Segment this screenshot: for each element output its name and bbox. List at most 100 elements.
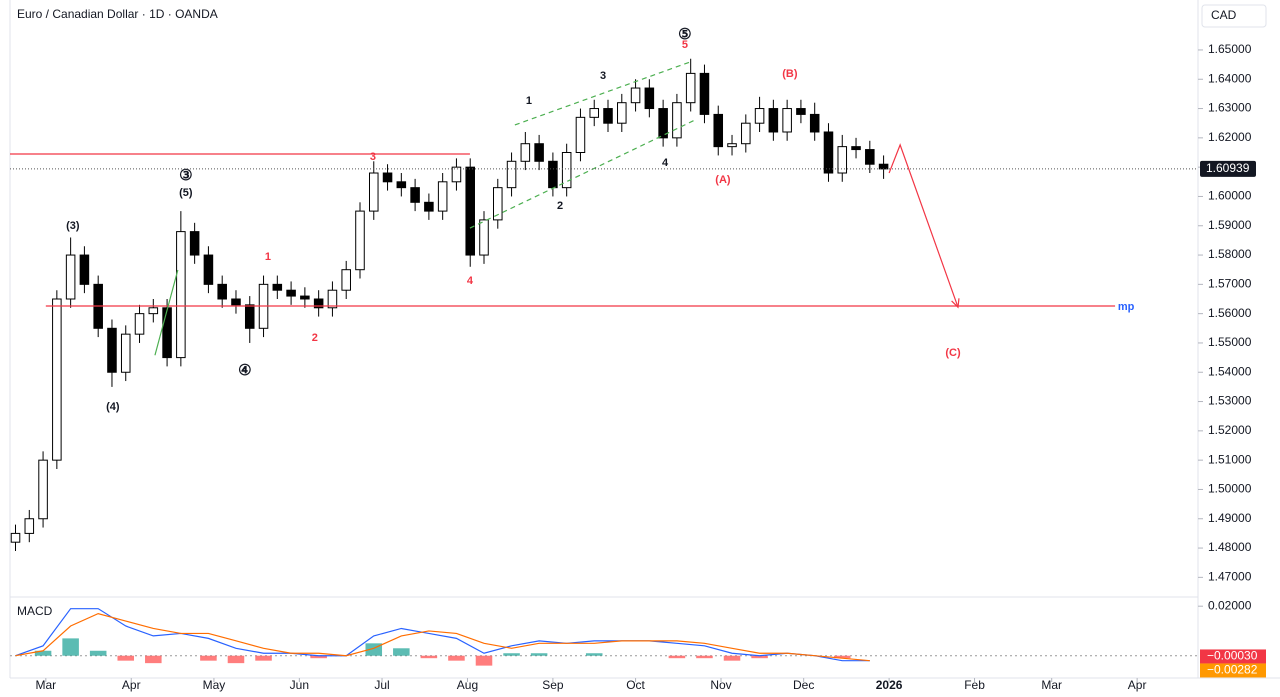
wave-label: (B) <box>782 68 798 80</box>
macd-histogram-bar <box>751 655 768 659</box>
candle-body <box>768 108 779 133</box>
currency[interactable]: CAD <box>1211 8 1237 22</box>
candle-body <box>368 172 379 212</box>
macd-signal-line <box>15 612 870 662</box>
candle-body <box>65 254 76 300</box>
candle-body <box>603 108 613 124</box>
candle-body <box>10 532 21 543</box>
macd-histogram-bar <box>310 655 327 659</box>
macd-histogram-bar <box>833 655 851 659</box>
candle-body <box>782 108 792 133</box>
candle-body <box>520 143 531 162</box>
arrow-head <box>951 298 960 309</box>
candle-body <box>437 181 448 212</box>
candle-body <box>451 166 462 183</box>
candle-body <box>672 102 682 139</box>
candle-body <box>382 172 393 183</box>
last-price-label: 1.60939 <box>1206 161 1250 175</box>
x-tick-label: Nov <box>710 678 731 692</box>
y-tick-label: 1.57000 <box>1208 277 1252 291</box>
macd-histogram-bar <box>255 655 272 661</box>
macd-histogram-bar <box>530 653 548 656</box>
candle-body <box>189 231 200 256</box>
x-tick-label: Jul <box>374 678 389 692</box>
candle-body <box>878 163 889 170</box>
wave-label: 1 <box>265 251 271 263</box>
macd-readout-box <box>1200 663 1266 678</box>
y-tick-label: 1.52000 <box>1208 423 1252 437</box>
x-tick-label: Feb <box>964 678 985 692</box>
x-tick-label: 2026 <box>876 678 903 692</box>
candle-body <box>644 87 655 110</box>
candle-body <box>548 160 558 189</box>
candle-body <box>52 298 62 461</box>
macd-histogram-bar <box>393 648 410 656</box>
macd-histogram-bar <box>89 650 107 656</box>
candle-body <box>493 187 503 221</box>
candle-body <box>231 298 241 306</box>
y-tick-label: 1.63000 <box>1208 101 1252 115</box>
macd-histogram-bar <box>696 655 713 659</box>
candle-body <box>217 283 227 300</box>
wave-label: 3 <box>370 151 376 163</box>
y-tick-label: 1.51000 <box>1208 452 1252 466</box>
x-tick-label: Mar <box>35 678 56 692</box>
wave-label: 4 <box>662 157 669 169</box>
candle-body <box>561 152 572 189</box>
candle-body <box>809 113 820 133</box>
y-tick-label: 1.60000 <box>1208 189 1252 203</box>
candle-body <box>699 72 710 115</box>
candle-body <box>79 254 90 285</box>
last-price-box <box>1200 160 1256 177</box>
candle-body <box>134 313 145 335</box>
candle-body <box>589 108 600 118</box>
y-tick-label: 1.50000 <box>1208 482 1252 496</box>
candle-body <box>796 108 806 115</box>
candle-body <box>823 131 834 174</box>
drawing-line <box>469 119 696 229</box>
y-tick-label: 1.58000 <box>1208 247 1252 261</box>
macd-histogram-bar <box>34 650 52 656</box>
x-tick-label: Apr <box>122 678 141 692</box>
wave-label: (C) <box>945 347 961 359</box>
x-tick-label: May <box>203 678 226 692</box>
y-tick-label: 1.47000 <box>1208 570 1252 584</box>
macd-histogram-bar <box>585 653 603 656</box>
y-tick-label: 1.56000 <box>1208 306 1252 320</box>
candle-body <box>300 295 310 300</box>
x-tick-label: Mar <box>1041 678 1062 692</box>
macd-histogram-bar <box>475 655 493 666</box>
candle-body <box>120 333 131 373</box>
macd-histogram-bar <box>145 655 162 664</box>
y-tick-label: 1.48000 <box>1208 540 1252 554</box>
candle-body <box>465 166 475 256</box>
y-tick-label: 1.53000 <box>1208 394 1252 408</box>
candle-body <box>851 146 861 151</box>
x-tick-label: Sep <box>542 678 564 692</box>
macd-histogram-bar <box>420 655 438 659</box>
currency-box[interactable] <box>1201 4 1267 28</box>
macd-histogram-bar <box>62 638 79 656</box>
candle-body <box>203 254 214 285</box>
candle-body <box>162 307 172 359</box>
macd-readout-label: −0.00030 <box>1207 649 1258 663</box>
wave-label: ⑤ <box>678 26 691 43</box>
candle-body <box>286 289 296 297</box>
macd-y-tick-label: 0.02000 <box>1208 598 1252 612</box>
drawing-line <box>514 61 691 126</box>
candle-body <box>313 298 324 309</box>
x-tick-label: Aug <box>457 678 478 692</box>
wave-label: 5 <box>682 39 688 51</box>
macd-readout-label: −0.00282 <box>1207 663 1258 677</box>
candle-body <box>148 307 159 315</box>
candle-body <box>685 72 696 104</box>
candle-body <box>658 108 668 139</box>
candle-body <box>24 518 35 534</box>
candle-body <box>865 149 875 165</box>
candle-body <box>534 143 544 162</box>
candle-body <box>341 269 351 291</box>
candle-body <box>479 219 489 256</box>
candle-body <box>741 122 751 145</box>
candle-body <box>506 160 517 189</box>
